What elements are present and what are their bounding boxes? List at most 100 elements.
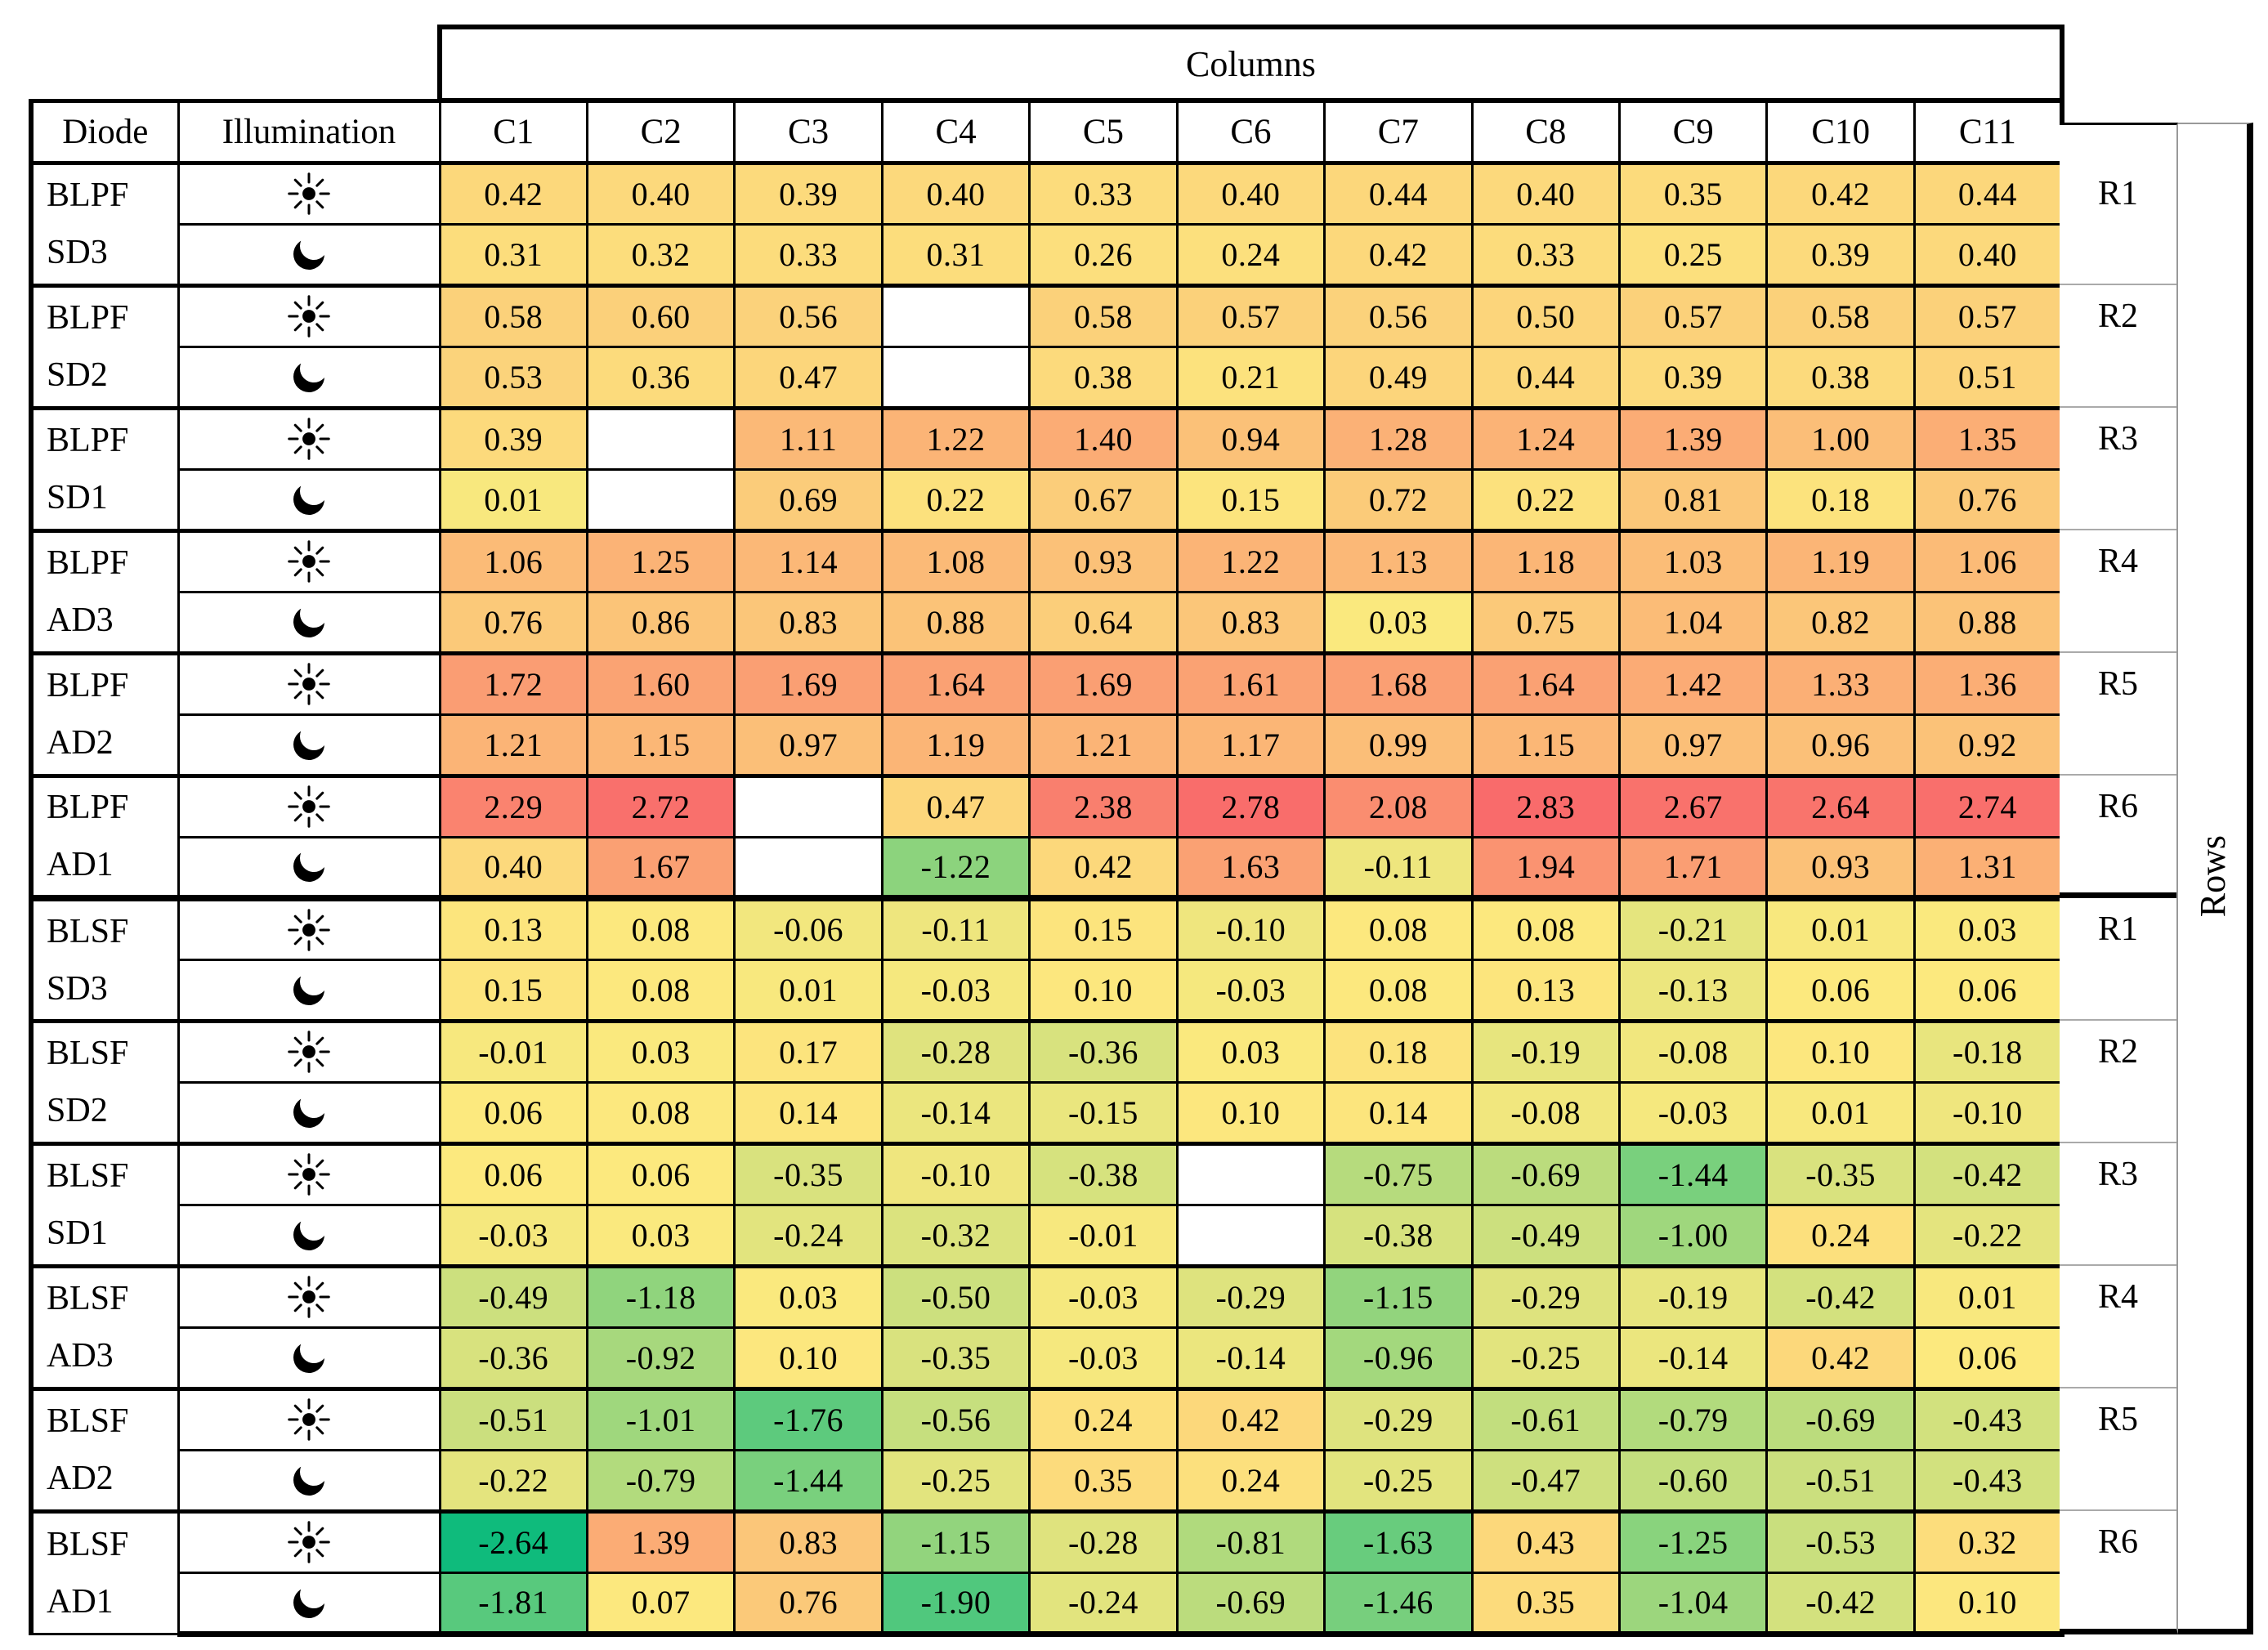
- diode-family: BLPF: [47, 177, 129, 214]
- column-header-c10: C10: [1765, 98, 1916, 165]
- diode-device: AD3: [47, 1337, 114, 1375]
- illumination-cell: [177, 713, 441, 777]
- value-cell: 2.38: [1028, 773, 1179, 838]
- value-cell: -0.25: [1323, 1448, 1474, 1513]
- diode-device: AD2: [47, 724, 114, 762]
- moon-icon: [293, 1090, 328, 1128]
- table-row: 0.40 1.67 -1.22 0.42 1.63 -0.11 1.94 1.71 0.93 1.…: [31, 835, 2064, 900]
- value-cell: 0.14: [1323, 1080, 1474, 1145]
- value-cell: [880, 345, 1031, 409]
- value-cell: -0.60: [1617, 1448, 1769, 1513]
- illumination-cell: [177, 345, 441, 409]
- value-cell: -0.03: [880, 958, 1031, 1022]
- table-row: 1.21 1.15 0.97 1.19 1.21 1.17 0.99 1.15 0.97 0.96…: [31, 713, 2064, 777]
- value-cell: 0.18: [1765, 467, 1916, 532]
- illumination-cell: [177, 651, 441, 716]
- diode-label: BLPF SD2: [29, 283, 180, 409]
- value-cell: 0.53: [438, 345, 588, 409]
- value-cell: 0.39: [733, 160, 883, 226]
- value-cell: -0.08: [1470, 1080, 1622, 1145]
- diode-device: SD1: [47, 479, 108, 516]
- value-cell: 1.13: [1323, 528, 1474, 593]
- value-cell: 0.58: [1028, 283, 1179, 348]
- diode-label: BLSF AD3: [29, 1263, 180, 1390]
- value-cell: -0.24: [1028, 1571, 1179, 1637]
- diode-family: BLSF: [47, 912, 129, 950]
- value-cell: 1.06: [438, 528, 588, 593]
- illumination-cell: [177, 528, 441, 593]
- value-cell: -0.14: [1617, 1326, 1769, 1390]
- sun-icon: [288, 1031, 330, 1073]
- value-cell: 0.13: [438, 895, 588, 961]
- diode-label: BLPF AD3: [29, 528, 180, 655]
- diode-label: BLPF AD1: [29, 773, 180, 900]
- value-cell: 0.57: [1175, 283, 1326, 348]
- value-cell: 0.43: [1470, 1509, 1622, 1574]
- value-cell: 0.97: [733, 713, 883, 777]
- illumination-cell: [177, 1018, 441, 1084]
- value-cell: 0.01: [733, 958, 883, 1022]
- value-cell: 0.58: [438, 283, 588, 348]
- value-cell: 1.18: [1470, 528, 1622, 593]
- value-cell: -0.49: [1470, 1203, 1622, 1268]
- columns-banner-row: Columns: [31, 25, 2064, 103]
- diode-device: AD1: [47, 1582, 114, 1621]
- diode-label: BLSF SD1: [29, 1141, 180, 1268]
- illumination-cell: [177, 1080, 441, 1145]
- table-row: 0.31 0.32 0.33 0.31 0.26 0.24 0.42 0.33 0.25 0.39…: [31, 222, 2064, 287]
- row-pair-label: R5: [2097, 665, 2138, 703]
- value-cell: 0.06: [1765, 958, 1916, 1022]
- value-cell: -1.18: [585, 1263, 736, 1329]
- table-row: 0.06 0.08 0.14 -0.14 -0.15 0.10 0.14 -0.08 -0.03…: [31, 1080, 2064, 1145]
- column-header-c2: C2: [585, 98, 736, 165]
- value-cell: 1.60: [585, 651, 736, 716]
- value-cell: 0.06: [1912, 958, 2064, 1022]
- value-cell: -0.61: [1470, 1386, 1622, 1451]
- illumination-cell: [177, 1386, 441, 1451]
- moon-icon: [293, 968, 328, 1005]
- illumination-cell: [177, 405, 441, 471]
- table-row: BLSF AD2 -0.51 -1.01 -1.76 -0.56 0.24 0.42 -0.2…: [29, 1386, 2064, 1513]
- table-row: BLSF SD3 0.13 0.08 -0.06 -0.11 0.15 -0.10 0.08 0…: [29, 895, 2064, 1022]
- value-cell: -0.47: [1470, 1448, 1622, 1513]
- diode-device: SD1: [47, 1214, 108, 1252]
- moon-icon: [293, 232, 328, 270]
- value-cell: -0.35: [880, 1326, 1031, 1390]
- value-cell: 0.83: [733, 590, 883, 655]
- illumination-cell: [177, 1203, 441, 1268]
- value-cell: 0.13: [1470, 958, 1622, 1022]
- diode-label: BLPF SD3: [29, 160, 180, 287]
- value-cell: 0.72: [1323, 467, 1474, 532]
- value-cell: 1.33: [1765, 651, 1916, 716]
- row-pair-label: R3: [2097, 1156, 2138, 1193]
- value-cell: 0.47: [733, 345, 883, 409]
- value-cell: -0.29: [1175, 1263, 1326, 1329]
- row-pair-cell: R3: [2060, 1143, 2176, 1266]
- value-cell: 1.72: [438, 651, 588, 716]
- moon-icon: [293, 844, 328, 883]
- value-cell: 0.08: [585, 895, 736, 961]
- moon-icon: [293, 1213, 328, 1250]
- value-cell: -1.46: [1323, 1571, 1474, 1637]
- value-cell: -0.25: [880, 1448, 1031, 1513]
- diode-family: BLSF: [47, 1525, 129, 1563]
- diode-device: AD2: [47, 1460, 114, 1497]
- value-cell: 1.40: [1028, 405, 1179, 471]
- value-cell: 0.39: [1765, 222, 1916, 287]
- value-cell: -1.25: [1617, 1509, 1769, 1574]
- value-cell: 1.61: [1175, 651, 1326, 716]
- sun-icon: [288, 540, 330, 583]
- row-pair-label: R6: [2097, 1523, 2138, 1561]
- value-cell: 0.39: [1617, 345, 1769, 409]
- moon-icon: [293, 600, 328, 637]
- value-cell: 1.25: [585, 528, 736, 593]
- value-cell: 0.15: [1028, 895, 1179, 961]
- value-cell: 0.08: [1323, 895, 1474, 961]
- illumination-cell: [177, 835, 441, 900]
- value-cell: -0.24: [733, 1203, 883, 1268]
- row-pair-cell: R1: [2060, 898, 2176, 1021]
- value-cell: 0.24: [1175, 222, 1326, 287]
- value-cell: 0.42: [1765, 160, 1916, 226]
- illumination-cell: [177, 283, 441, 348]
- value-cell: 1.11: [733, 405, 883, 471]
